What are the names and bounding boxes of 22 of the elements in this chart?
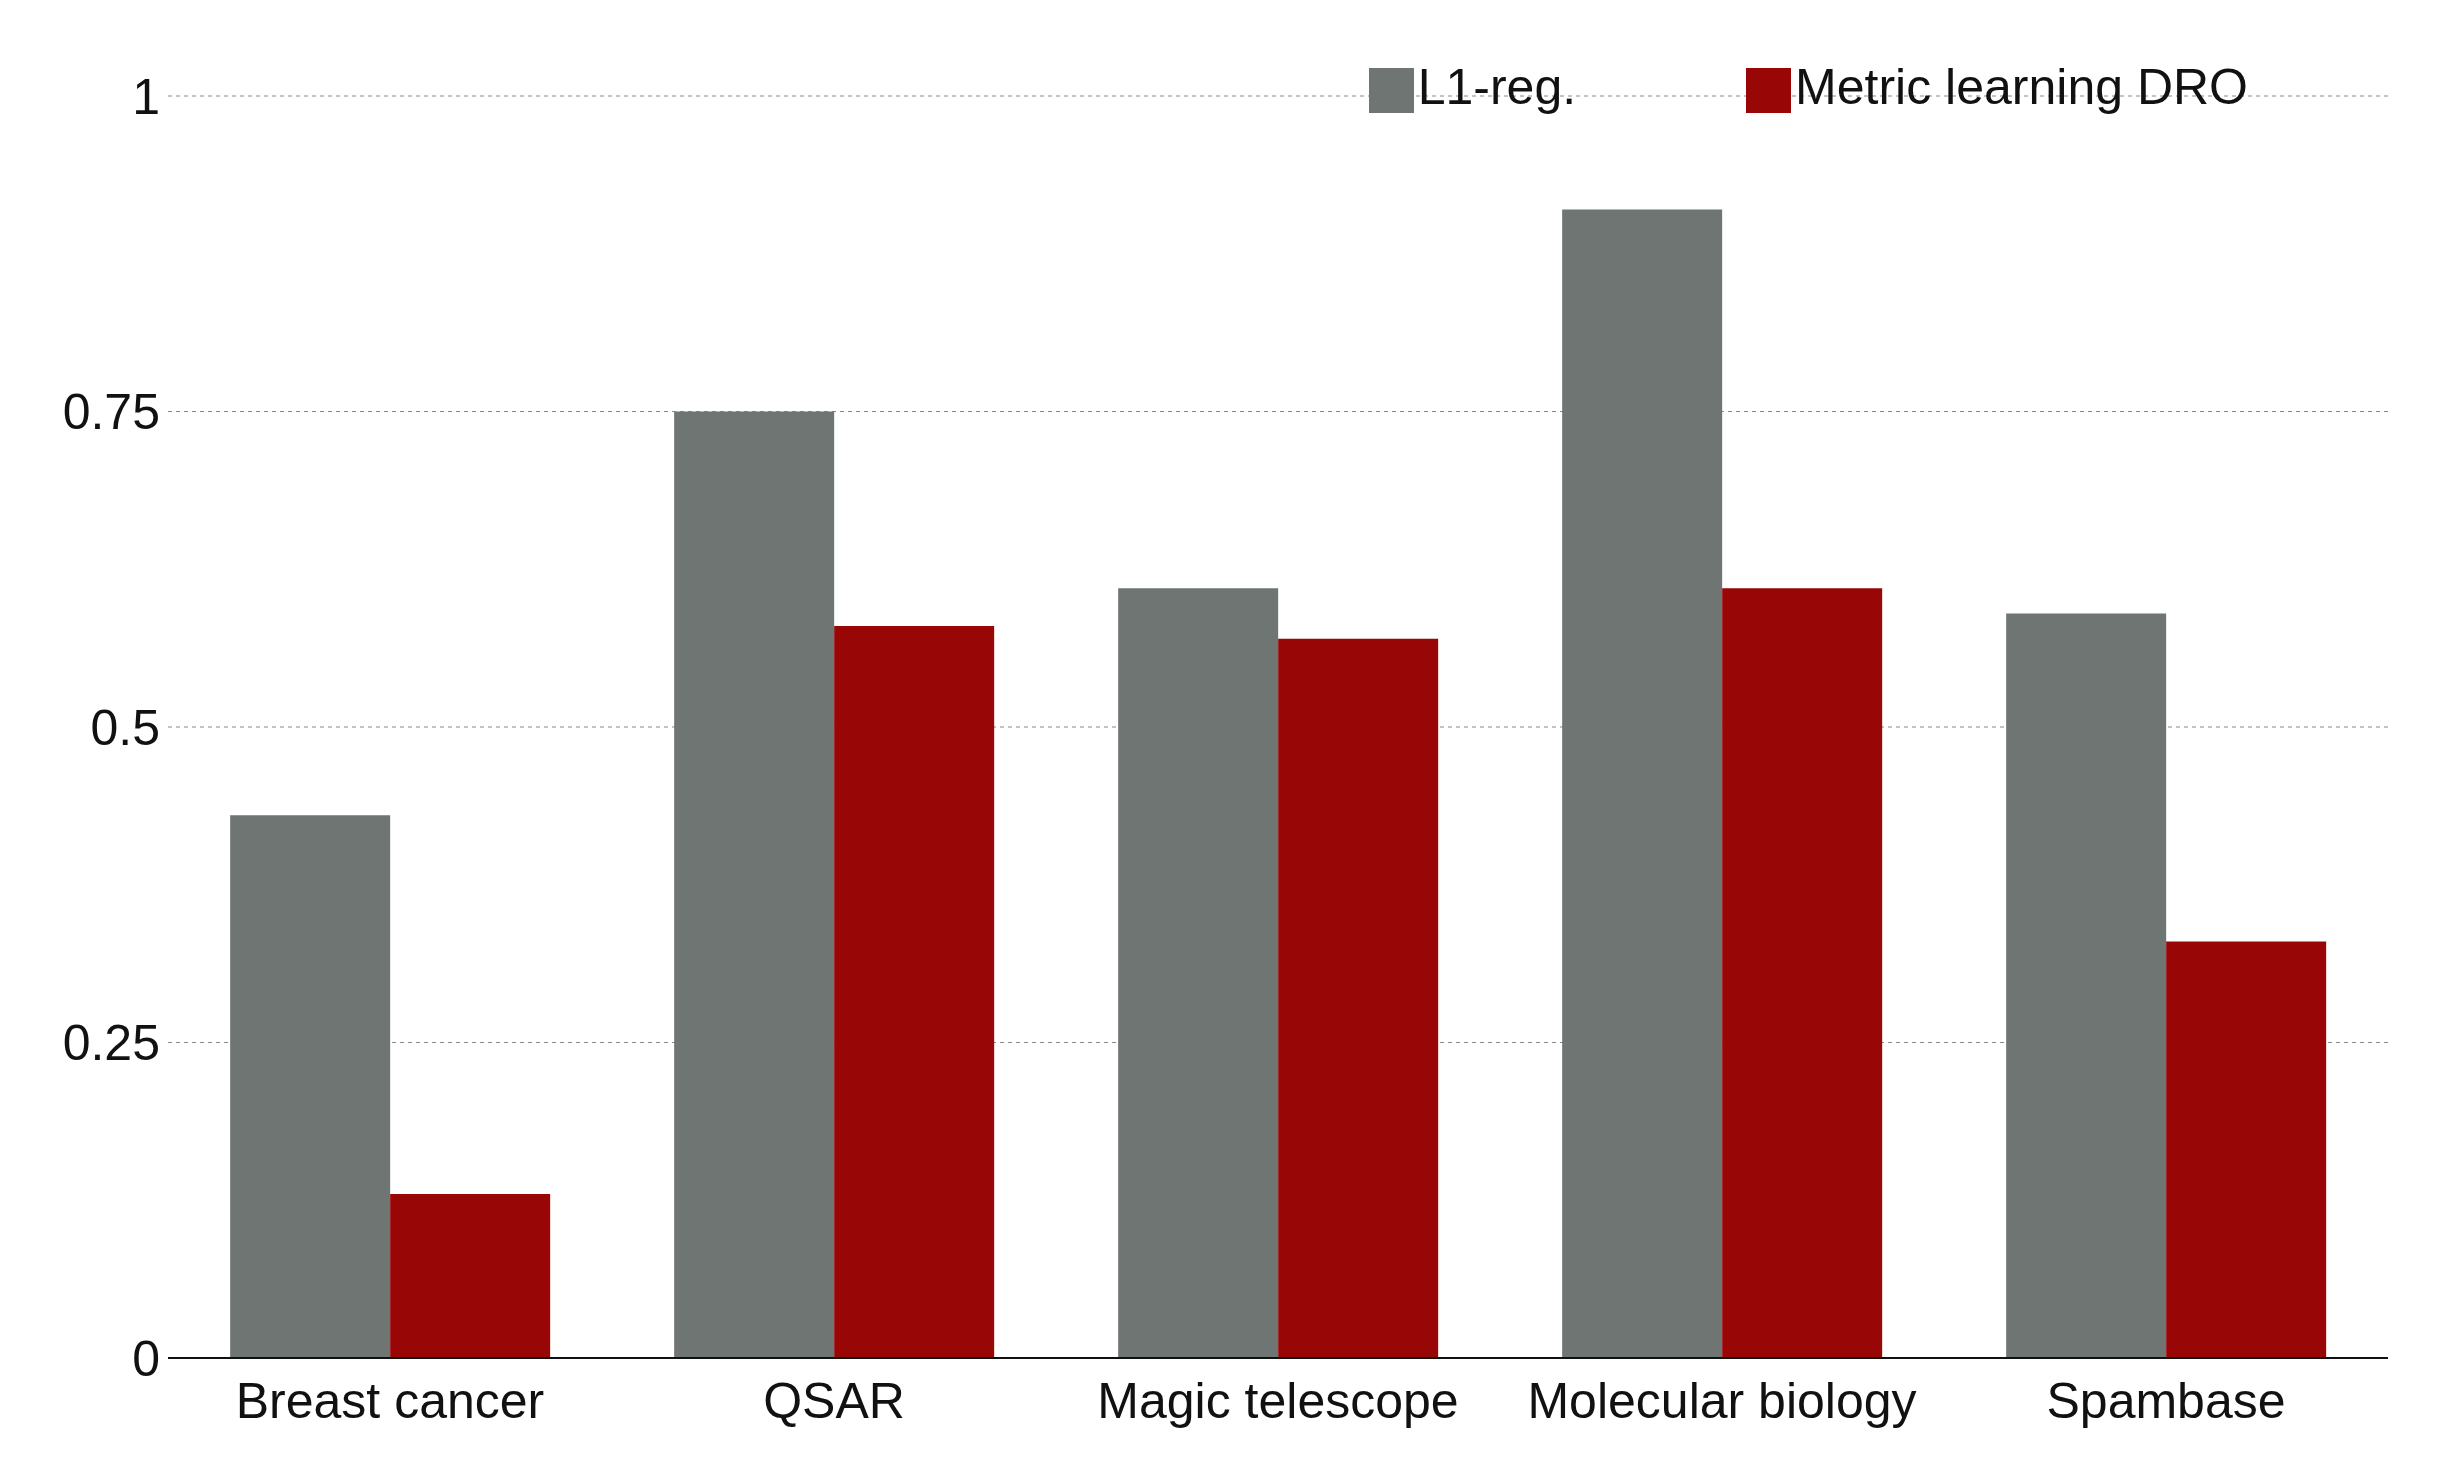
x-tick-label: QSAR bbox=[763, 1372, 905, 1429]
bar bbox=[2166, 941, 2327, 1358]
bar bbox=[2006, 613, 2167, 1358]
bar bbox=[674, 411, 835, 1358]
x-tick-label: Molecular biology bbox=[1527, 1372, 1917, 1429]
y-tick-label: 0.5 bbox=[90, 699, 160, 756]
x-tick-label: Magic telescope bbox=[1097, 1372, 1459, 1429]
legend-label: Metric learning DRO bbox=[1795, 59, 2248, 115]
y-tick-label: 1 bbox=[132, 68, 160, 125]
bar bbox=[230, 815, 391, 1358]
bar bbox=[1722, 588, 1883, 1358]
bar bbox=[390, 1193, 551, 1358]
y-tick-label: 0.25 bbox=[62, 1015, 160, 1072]
x-tick-label: Spambase bbox=[2046, 1372, 2286, 1429]
y-tick-label: 0 bbox=[132, 1330, 160, 1387]
bar bbox=[1562, 209, 1723, 1358]
x-tick-label: Breast cancer bbox=[235, 1372, 545, 1429]
legend-label: L1-reg. bbox=[1417, 59, 1577, 115]
bar bbox=[834, 626, 995, 1358]
bar bbox=[1118, 588, 1279, 1358]
bar bbox=[1278, 638, 1439, 1358]
y-tick-label: 0.75 bbox=[62, 384, 160, 441]
